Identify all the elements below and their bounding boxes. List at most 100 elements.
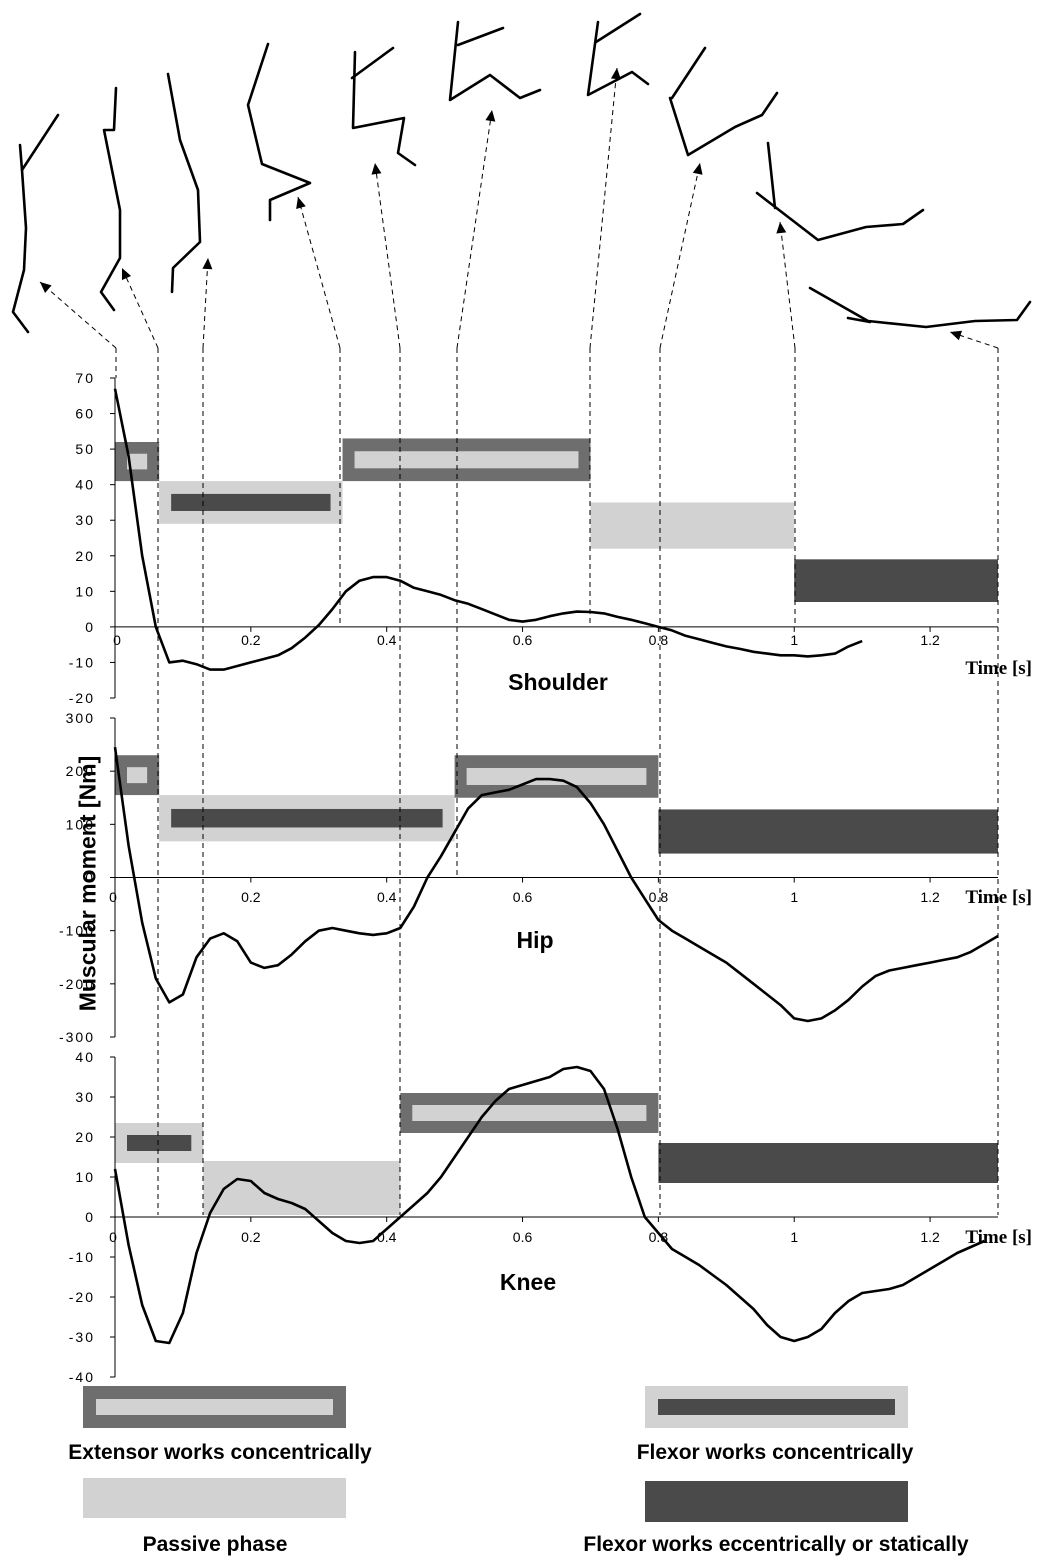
stick-figure-segment [846,316,872,324]
pose-arrow-line [456,109,493,349]
pose-arrow-head [610,68,621,80]
stick-figure-segment [18,113,60,172]
pose-arrow-line [39,281,117,349]
y-tick-label: 200 [66,763,95,779]
x-axis-label: Time [s] [965,658,1032,679]
y-tick-label: 70 [75,370,95,386]
stick-figure-segment [351,50,417,167]
pose-arrow-line [779,221,796,349]
legend-boxes [83,1386,908,1522]
band-4 [794,559,998,602]
legend-flex-conc-label: Flexor works concentrically [636,1441,914,1464]
y-tick-label: -100 [59,923,95,939]
y-tick-label: 30 [75,512,95,528]
y-tick-label: 0 [85,619,95,635]
series-line [113,1065,985,1345]
x-tick-label: 0 [109,889,117,905]
stick-figure-segment [350,46,395,80]
legend-passive-label: Passive phase [142,1533,288,1556]
pose-arrow-line [659,162,701,349]
panel-title: Hip [516,927,553,953]
pose-arrow-head [776,222,787,234]
y-tick-label: 20 [75,548,95,564]
pose-arrow-head [40,282,52,293]
stick-figure-segment [670,46,707,100]
y-axis-label: Muscular moment [Nm] [74,755,101,1012]
stick-figure-segment [755,191,925,242]
x-axis-label: Time [s] [965,887,1032,908]
x-tick-label: 0.8 [649,1229,669,1245]
x-tick-label: 0.8 [649,632,669,648]
legend-ext-conc-label: Extensor works concentrically [68,1441,372,1464]
legend-swatch-flex-conc-inner [658,1399,895,1415]
stick-figure-segment [99,86,122,312]
stick-figure-segment [586,20,650,97]
y-tick-label: -10 [69,1249,95,1265]
x-tick-label: 0.2 [241,1229,261,1245]
stick-figure-segment [166,72,202,294]
x-tick-label: 1 [790,889,798,905]
panel-title: Knee [500,1269,556,1295]
y-tick-label: 30 [75,1089,95,1105]
stick-figure-segment [246,42,312,222]
x-tick-label: 0.2 [241,632,261,648]
x-tick-label: 1.2 [920,889,940,905]
x-tick-label: 0.6 [513,1229,533,1245]
x-tick-label: 1.2 [920,632,940,648]
chart-panel-knee: 40 30 20 10 0 -10 -20 -30 -40 0 0.2 0.4 0.6 0.8 1 1.2 Kn… [69,1049,1032,1385]
series-line [113,388,863,671]
x-tick-label: 0.8 [649,889,669,905]
y-tick-label: -20 [69,690,95,706]
band-0-inner [127,453,148,470]
band-2-inner [354,451,579,469]
series-line [113,747,999,1023]
y-tick-label: -300 [59,1029,95,1045]
x-tick-label: 0.4 [377,1229,397,1245]
y-tick-label: 10 [75,583,95,599]
y-tick-label: -10 [69,654,95,670]
y-tick-label: 50 [75,441,95,457]
stick-figure-segment [448,20,542,102]
stick-figure-segment [456,26,505,47]
y-tick-label: 100 [66,816,95,832]
panel-title: Shoulder [508,669,608,695]
pose-arrow-head [692,163,703,175]
legend-swatch-passive [83,1478,346,1518]
x-tick-label: 0.6 [513,889,533,905]
y-tick-label: -200 [59,976,95,992]
pose-arrow-head [296,197,306,209]
band-3 [590,502,795,549]
y-tick-label: -30 [69,1329,95,1345]
band-3 [658,809,998,854]
x-tick-label: 0.4 [377,889,397,905]
pose-arrow-line [589,67,618,349]
stick-figure-segment [11,168,30,334]
pose-arrow-head [202,258,213,270]
stick-figure-segment [594,12,642,44]
y-tick-label: 60 [75,406,95,422]
band-2-inner [412,1105,647,1121]
pose-arrows [39,67,999,349]
band-0-inner [127,1135,192,1151]
y-tick-label: -20 [69,1289,95,1305]
pose-arrow-line [202,257,209,349]
legend-swatch-flex-ecc [645,1481,908,1522]
x-axis-label: Time [s] [965,1227,1032,1248]
band-2-inner [466,767,647,785]
y-tick-label: 0 [85,1209,95,1225]
phase-boundary-lines [115,348,999,1215]
y-tick-label: 0 [85,870,95,886]
pose-arrow-head [371,163,382,175]
pose-arrow-line [374,162,401,349]
pose-arrow-line [297,196,341,349]
y-tick-label: 20 [75,1129,95,1145]
pose-arrow-head [950,330,963,341]
x-tick-label: 0 [113,632,121,648]
x-tick-label: 1.2 [920,1229,940,1245]
band-0-inner [127,767,148,784]
x-tick-label: 1 [790,632,798,648]
pose-arrow-head [485,110,496,122]
pose-arrow-line [121,267,159,349]
